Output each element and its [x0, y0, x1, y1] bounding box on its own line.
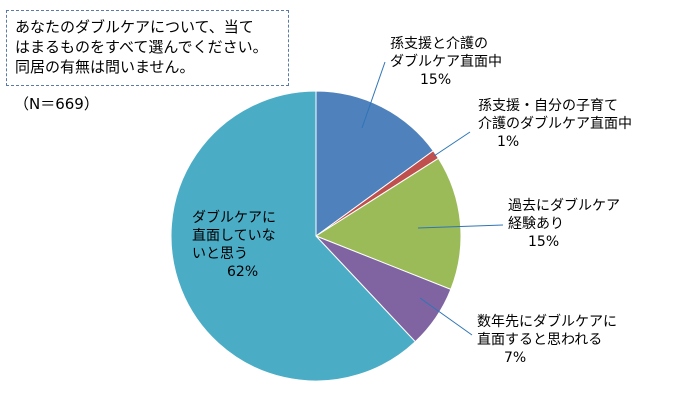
- question-line-2: はまるものをすべて選んでください。: [15, 38, 268, 56]
- slice-percent-3: 15%: [528, 234, 559, 250]
- slice-percent-4: 7%: [504, 350, 526, 366]
- slice-label-3-line-2: 経験あり: [508, 216, 564, 232]
- pie-slice-3: [314, 157, 462, 291]
- leader-line-1: [361, 61, 386, 129]
- pie-slice-5: [170, 90, 416, 382]
- slice-label-4-line-1: 数年先にダブルケアに: [477, 313, 617, 330]
- slice-label-1-line-1: 孫支援と介護の: [390, 36, 488, 52]
- slice-label-4-line-2: 直面すると思われる: [477, 331, 602, 348]
- slice-percent-1: 15%: [420, 72, 451, 88]
- slice-label-5-line-2: 直面していな: [192, 227, 276, 244]
- leader-line-2: [433, 131, 471, 157]
- leader-line-3: [417, 224, 504, 229]
- slice-label-5-line-3: いと思う: [192, 246, 248, 262]
- question-box: あなたのダブルケアについて、当て はまるものをすべて選んでください。 同居の有無…: [6, 10, 289, 86]
- pie-slice-1: [315, 90, 435, 237]
- question-line-3: 同居の有無は問いません。: [15, 58, 195, 76]
- question-line-1: あなたのダブルケアについて、当て: [15, 18, 254, 36]
- slice-label-2-line-2: 介護のダブルケア直面中: [478, 115, 632, 132]
- slice-percent-2: 1%: [497, 134, 519, 150]
- leader-line-4: [419, 297, 473, 336]
- slice-label-1-line-2: ダブルケア直面中: [390, 53, 502, 70]
- slice-label-2-line-1: 孫支援・自分の子育て: [478, 98, 618, 114]
- slice-label-5-line-1: ダブルケアに: [192, 209, 276, 226]
- slice-label-3-line-1: 過去にダブルケア: [508, 197, 620, 214]
- slice-percent-5: 62%: [227, 264, 258, 280]
- sample-size: （N＝669）: [14, 95, 99, 113]
